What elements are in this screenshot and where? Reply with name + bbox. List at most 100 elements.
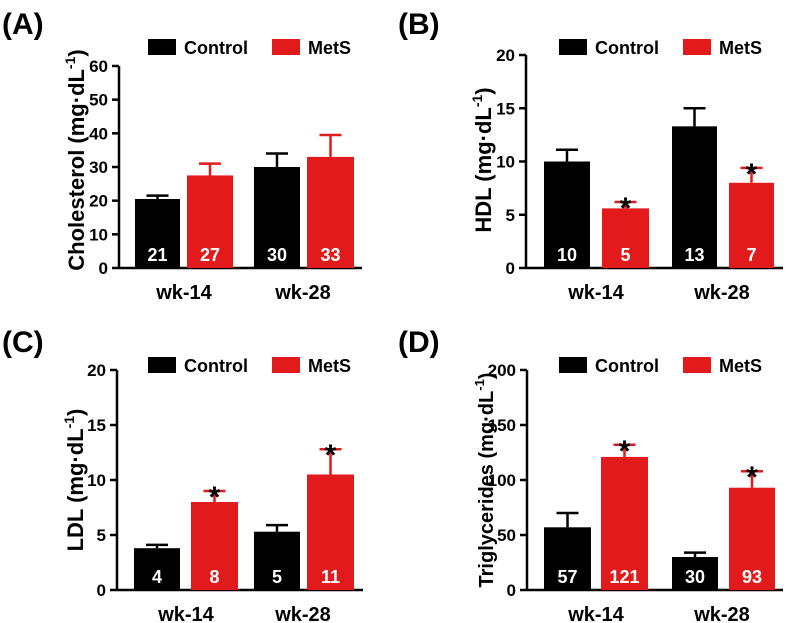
bar-mets [191,502,238,590]
x-category-label: wk-14 [567,282,624,304]
y-tick-label: 150 [488,416,516,435]
significance-star: * [620,192,632,225]
legend-label-control: Control [595,356,659,376]
bar-value-label: 4 [152,567,162,587]
y-tick-label: 0 [99,259,108,278]
legend-label-control: Control [595,38,659,58]
significance-star: * [746,158,758,191]
bar-value-label: 57 [557,567,577,587]
bar-mets [307,156,354,268]
panel-label: (A) [2,8,44,41]
y-tick-label: 0 [506,259,515,278]
y-tick-label: 40 [89,124,108,143]
y-axis-label-sup: -1 [472,379,487,391]
legend-label-control: Control [184,356,248,376]
panel-label: (C) [2,326,44,359]
bar-value-label: 7 [746,245,756,265]
x-category-label: wk-28 [693,604,750,623]
bar-mets [307,474,354,590]
significance-star: * [325,439,337,472]
y-tick-label: 200 [488,361,516,380]
significance-star: * [746,461,758,494]
y-axis-label-sup: -1 [469,94,485,107]
bar-control [254,167,300,268]
bar-value-label: 21 [147,245,167,265]
legend-label-mets: MetS [719,38,762,58]
bar-value-label: 27 [200,245,220,265]
y-axis-label-main: Triglycerides (mg·dL [476,391,498,588]
y-axis-label-main: HDL (mg·dL [471,107,496,232]
y-tick-label: 0 [97,581,106,600]
bar-value-label: 10 [557,245,577,265]
y-tick-label: 10 [496,153,515,172]
legend-label-mets: MetS [308,38,351,58]
legend-swatch-mets [683,39,711,55]
bar-control [134,548,180,590]
panel-label: (B) [398,8,440,41]
bar-value-label: 13 [684,245,704,265]
y-axis-label-tail: ) [64,49,89,56]
bar-value-label: 33 [320,245,340,265]
significance-star: * [619,435,631,468]
bar-mets [729,182,774,268]
bar-mets [729,487,775,590]
bar-value-label: 93 [742,567,762,587]
y-tick-label: 60 [89,57,108,76]
y-axis-label-tail: ) [63,409,88,416]
y-tick-label: 100 [488,471,516,490]
x-category-label: wk-28 [693,282,750,304]
y-axis-label-main: LDL (mg·dL [63,428,88,551]
x-category-label: wk-28 [274,282,331,304]
y-tick-label: 20 [89,192,108,211]
legend-label-mets: MetS [719,356,762,376]
y-axis-label-tail: ) [471,87,496,94]
x-category-label: wk-14 [155,282,212,304]
y-tick-label: 50 [89,91,108,110]
y-tick-label: 5 [506,206,515,225]
bar-value-label: 5 [272,567,282,587]
bar-value-label: 30 [267,245,287,265]
legend-swatch-mets [272,39,300,55]
x-category-label: wk-14 [567,604,624,623]
y-tick-label: 10 [87,471,106,490]
bar-mets [187,175,233,268]
bar-value-label: 30 [685,567,705,587]
y-axis-label: LDL (mg·dL-1) [61,409,88,552]
y-tick-label: 20 [496,46,515,65]
y-axis-label-sup: -1 [62,56,78,69]
bar-mets [601,456,648,590]
bar-control [254,531,300,590]
legend-swatch-control [559,39,587,55]
bar-value-label: 121 [609,567,639,587]
legend-swatch-control [148,357,176,373]
y-axis-label: Triglycerides (mg·dL-1) [472,373,498,588]
x-category-label: wk-14 [157,604,214,623]
bar-value-label: 8 [209,567,219,587]
y-axis-label-main: Cholesterol (mg·dL [64,69,89,271]
bar-value-label: 11 [321,567,340,587]
bar-control [672,126,717,268]
legend-swatch-control [559,357,587,373]
y-tick-label: 15 [87,416,106,435]
panel-c: (C) 0 5 10 15 20 LDL (mg·dL-1) 4 5 8 * 11 * wk-14 wk-2… [2,326,363,623]
y-axis-label-tail: ) [476,373,498,380]
panel-label: (D) [398,326,440,359]
y-axis-label: HDL (mg·dL-1) [469,87,496,232]
bar-control [544,161,590,268]
bar-mets [602,208,649,268]
bar-control [135,198,180,268]
bar-control [672,557,718,590]
legend-swatch-control [148,39,176,55]
y-tick-label: 15 [496,99,515,118]
y-tick-label: 50 [497,526,516,545]
x-category-label: wk-28 [274,604,331,623]
y-tick-label: 10 [89,225,108,244]
legend-label-mets: MetS [308,356,351,376]
bar-value-label: 5 [620,245,630,265]
legend-label-control: Control [184,38,248,58]
bar-control [544,527,591,590]
legend-swatch-mets [272,357,300,373]
